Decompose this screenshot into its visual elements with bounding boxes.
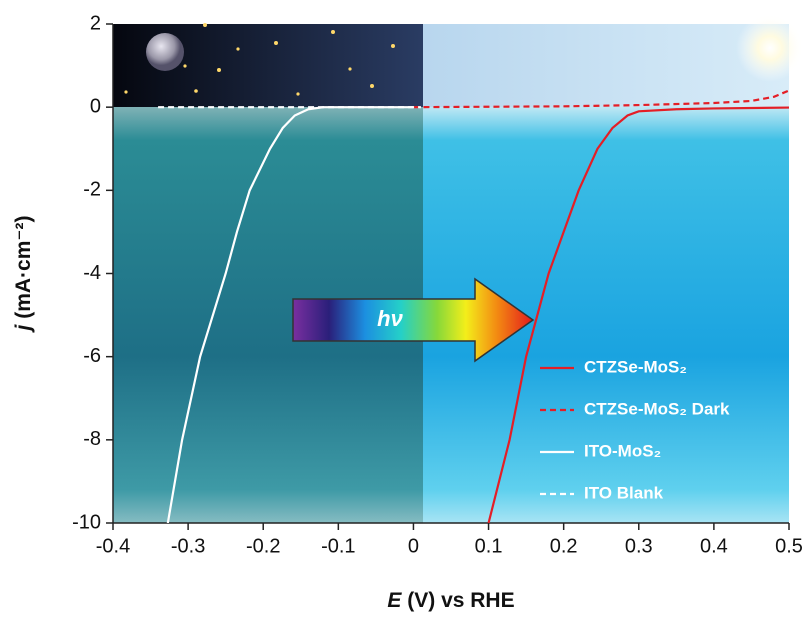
legend-label: CTZSe-MoS₂ <box>584 357 687 376</box>
legend-label: CTZSe-MoS₂ Dark <box>584 399 730 418</box>
y-tick-label: -6 <box>83 345 101 367</box>
y-axis-label: j (mA·cm⁻²) <box>12 216 35 334</box>
x-tick-label: -0.3 <box>171 535 205 557</box>
y-tick-label: -10 <box>72 511 101 533</box>
x-axis-label: E (V) vs RHE <box>387 589 514 612</box>
legend-label: ITO-MoS₂ <box>584 441 661 460</box>
y-tick-label: 0 <box>90 95 101 117</box>
x-label-rest: (V) vs RHE <box>401 589 514 612</box>
y-tick-label: 2 <box>90 12 101 34</box>
x-tick-label: -0.2 <box>246 535 280 557</box>
chart: -0.4 -0.3 -0.2 -0.1 0 0.1 0.2 0.3 0.4 0.5 -10 -8 -6 -… <box>0 0 808 617</box>
y-label-rest: (mA·cm⁻²) <box>12 216 35 325</box>
x-tick-label: 0.1 <box>475 535 503 557</box>
x-tick-label: -0.4 <box>96 535 130 557</box>
y-tick-label: -8 <box>83 428 101 450</box>
x-tick-label: 0.5 <box>775 535 803 557</box>
y-tick-label: -4 <box>83 262 101 284</box>
legend-label: ITO Blank <box>584 483 664 502</box>
background <box>113 14 804 523</box>
x-tick-label: 0 <box>408 535 419 557</box>
y-tick-label: -2 <box>83 179 101 201</box>
x-tick-label: 0.4 <box>700 535 728 557</box>
x-label-symbol: E <box>387 589 402 612</box>
annotation: hν <box>377 306 403 331</box>
x-tick-label: -0.1 <box>321 535 355 557</box>
x-tick-label: 0.2 <box>550 535 578 557</box>
x-tick-label: 0.3 <box>625 535 653 557</box>
